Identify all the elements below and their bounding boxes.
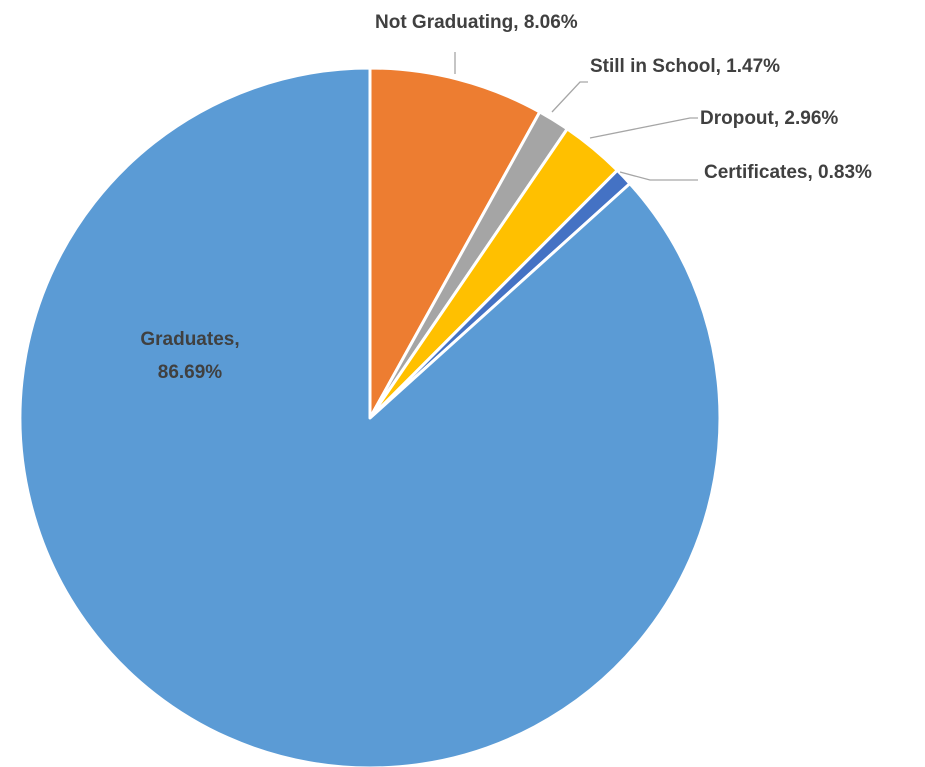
- pie-slice-not-graduating: [368, 66, 542, 420]
- leader-lines: [454, 52, 698, 181]
- pie-slices: [18, 66, 722, 767]
- leader-line-certificates: [619, 171, 698, 181]
- data-label-not-graduating: Not Graduating, 8.06%: [375, 12, 578, 33]
- data-label-dropout: Dropout, 2.96%: [700, 108, 838, 129]
- data-label-graduates-name: Graduates,: [140, 329, 239, 350]
- data-labels: Not Graduating, 8.06% Still in School, 1.…: [140, 12, 872, 383]
- data-label-certificates: Certificates, 0.83%: [704, 162, 872, 183]
- leader-line-dropout: [589, 117, 698, 139]
- pie-slice-graduates: [18, 66, 722, 767]
- data-label-still-in-school: Still in School, 1.47%: [590, 56, 780, 77]
- leader-line-still-in-school: [551, 81, 588, 113]
- data-label-graduates-value: 86.69%: [158, 362, 223, 383]
